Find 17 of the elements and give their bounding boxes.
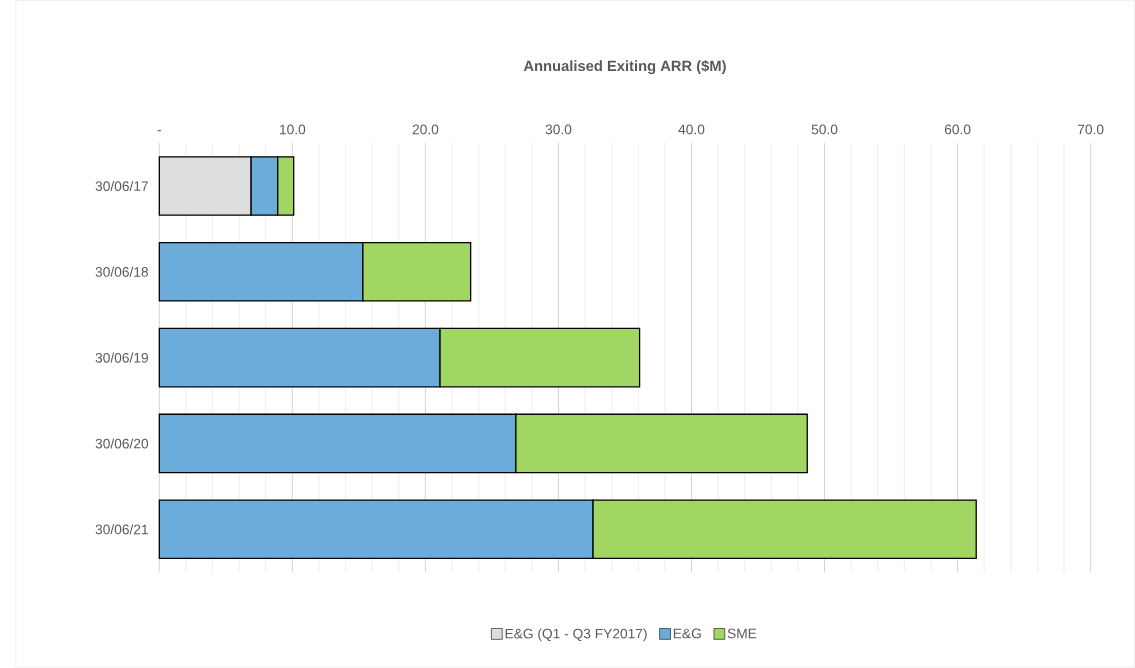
legend-label: E&G bbox=[673, 628, 701, 639]
x-tick-label: 40.0 bbox=[678, 124, 705, 135]
chart-title: Annualised Exiting ARR ($M) bbox=[523, 60, 726, 75]
x-tick-label: 20.0 bbox=[412, 124, 439, 135]
x-tick-label: 50.0 bbox=[811, 124, 838, 135]
y-tick-label: 30/06/19 bbox=[95, 352, 148, 363]
x-tick-label: - bbox=[157, 130, 162, 132]
x-tick-label: 70.0 bbox=[1077, 124, 1104, 135]
x-tick-label: 60.0 bbox=[944, 124, 971, 135]
y-tick-label: 30/06/20 bbox=[95, 438, 149, 449]
x-tick-label: 30.0 bbox=[545, 124, 572, 135]
x-tick-label: 10.0 bbox=[280, 124, 306, 135]
y-tick-label: 30/06/21 bbox=[95, 524, 148, 535]
y-tick-label: 30/06/18 bbox=[95, 266, 149, 277]
legend-label: SME bbox=[727, 628, 757, 639]
y-tick-label: 30/06/17 bbox=[95, 180, 148, 192]
legend-label: E&G (Q1 - Q3 FY2017) bbox=[505, 628, 647, 642]
